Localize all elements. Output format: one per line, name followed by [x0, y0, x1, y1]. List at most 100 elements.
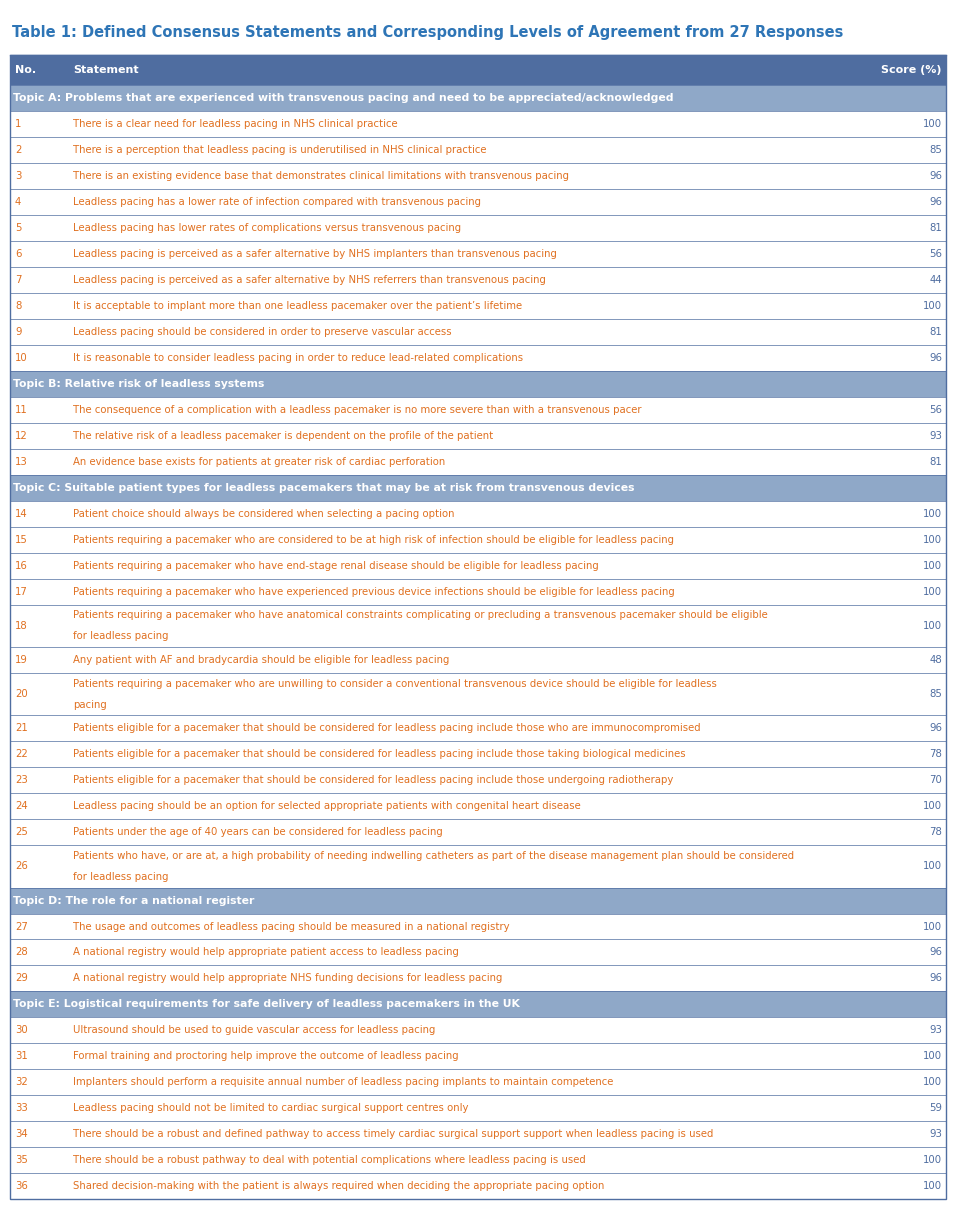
Text: 8: 8 [15, 301, 21, 311]
Text: Patients requiring a pacemaker who are considered to be at high risk of infectio: Patients requiring a pacemaker who are c… [73, 534, 674, 544]
Text: 36: 36 [15, 1181, 28, 1191]
Text: Patients requiring a pacemaker who are unwilling to consider a conventional tran: Patients requiring a pacemaker who are u… [73, 678, 717, 689]
Text: 100: 100 [923, 509, 942, 519]
Text: Patients who have, or are at, a high probability of needing indwelling catheters: Patients who have, or are at, a high pro… [73, 851, 794, 861]
Text: 2: 2 [15, 145, 21, 156]
Text: 100: 100 [923, 534, 942, 544]
Text: 56: 56 [929, 249, 942, 259]
Bar [10, 138, 946, 163]
Bar [10, 1017, 946, 1043]
Text: 100: 100 [923, 561, 942, 571]
Bar [10, 647, 946, 673]
Text: 96: 96 [929, 353, 942, 363]
Bar [10, 845, 946, 887]
Bar [10, 1095, 946, 1121]
Text: 30: 30 [15, 1025, 28, 1035]
Bar [10, 345, 946, 371]
Bar [10, 163, 946, 190]
Text: There should be a robust and defined pathway to access timely cardiac surgical s: There should be a robust and defined pat… [73, 1129, 713, 1139]
Text: 100: 100 [923, 620, 942, 631]
Text: 19: 19 [15, 655, 28, 665]
Text: Patients eligible for a pacemaker that should be considered for leadless pacing : Patients eligible for a pacemaker that s… [73, 775, 673, 786]
Text: 100: 100 [923, 921, 942, 931]
Text: 7: 7 [15, 276, 21, 285]
Text: 26: 26 [15, 861, 28, 872]
Text: 1: 1 [15, 120, 21, 129]
Text: 29: 29 [15, 973, 28, 983]
Bar [10, 553, 946, 579]
Text: 31: 31 [15, 1052, 28, 1062]
Bar [10, 887, 946, 914]
Text: 4: 4 [15, 197, 21, 207]
Bar [10, 423, 946, 449]
Text: 16: 16 [15, 561, 28, 571]
Text: It is reasonable to consider leadless pacing in order to reduce lead-related com: It is reasonable to consider leadless pa… [73, 353, 523, 363]
Bar [10, 1069, 946, 1095]
Bar [10, 741, 946, 768]
Bar [10, 241, 946, 267]
Text: Implanters should perform a requisite annual number of leadless pacing implants : Implanters should perform a requisite an… [73, 1077, 614, 1087]
Text: 34: 34 [15, 1129, 28, 1139]
Bar [10, 397, 946, 423]
Text: Patient choice should always be considered when selecting a pacing option: Patient choice should always be consider… [73, 509, 454, 519]
Text: 27: 27 [15, 921, 28, 931]
Text: 96: 96 [929, 973, 942, 983]
Text: There is a perception that leadless pacing is underutilised in NHS clinical prac: There is a perception that leadless paci… [73, 145, 487, 156]
Text: Patients eligible for a pacemaker that should be considered for leadless pacing : Patients eligible for a pacemaker that s… [73, 723, 701, 734]
Text: 100: 100 [923, 301, 942, 311]
Text: Leadless pacing should be considered in order to preserve vascular access: Leadless pacing should be considered in … [73, 326, 451, 337]
Text: 21: 21 [15, 723, 28, 734]
Text: 11: 11 [15, 405, 28, 415]
Bar [10, 267, 946, 293]
Text: 24: 24 [15, 802, 28, 811]
Bar [10, 579, 946, 604]
Text: 85: 85 [929, 689, 942, 699]
Text: 100: 100 [923, 802, 942, 811]
Text: 9: 9 [15, 326, 21, 337]
Bar [10, 501, 946, 527]
Text: 85: 85 [929, 145, 942, 156]
Text: 100: 100 [923, 1155, 942, 1165]
Bar [10, 991, 946, 1017]
Text: No.: No. [15, 65, 36, 75]
Bar [10, 768, 946, 793]
Text: 81: 81 [929, 457, 942, 467]
Text: 100: 100 [923, 1181, 942, 1191]
Text: Any patient with AF and bradycardia should be eligible for leadless pacing: Any patient with AF and bradycardia shou… [73, 655, 449, 665]
Text: 15: 15 [15, 534, 28, 544]
Bar [10, 190, 946, 215]
Bar [10, 1147, 946, 1173]
Text: A national registry would help appropriate NHS funding decisions for leadless pa: A national registry would help appropria… [73, 973, 502, 983]
Text: The consequence of a complication with a leadless pacemaker is no more severe th: The consequence of a complication with a… [73, 405, 641, 415]
Text: 96: 96 [929, 172, 942, 181]
Text: There is an existing evidence base that demonstrates clinical limitations with t: There is an existing evidence base that … [73, 172, 569, 181]
Text: 56: 56 [929, 405, 942, 415]
Text: 35: 35 [15, 1155, 28, 1165]
Text: 32: 32 [15, 1077, 28, 1087]
Text: Patients requiring a pacemaker who have experienced previous device infections s: Patients requiring a pacemaker who have … [73, 586, 675, 596]
Text: Leadless pacing is perceived as a safer alternative by NHS referrers than transv: Leadless pacing is perceived as a safer … [73, 276, 546, 285]
Text: 48: 48 [929, 655, 942, 665]
Text: 81: 81 [929, 326, 942, 337]
Text: Formal training and proctoring help improve the outcome of leadless pacing: Formal training and proctoring help impr… [73, 1052, 459, 1062]
Text: Topic B: Relative risk of leadless systems: Topic B: Relative risk of leadless syste… [13, 378, 265, 389]
Bar [10, 86, 946, 111]
Bar [10, 111, 946, 138]
Text: 33: 33 [15, 1103, 28, 1113]
Bar [10, 54, 946, 86]
Text: Table 1: Defined Consensus Statements and Corresponding Levels of Agreement from: Table 1: Defined Consensus Statements an… [12, 25, 843, 40]
Text: 100: 100 [923, 1077, 942, 1087]
Text: 12: 12 [15, 430, 28, 441]
Text: 100: 100 [923, 586, 942, 596]
Text: Leadless pacing should be an option for selected appropriate patients with conge: Leadless pacing should be an option for … [73, 802, 580, 811]
Text: 81: 81 [929, 224, 942, 233]
Text: 96: 96 [929, 723, 942, 734]
Text: Patients eligible for a pacemaker that should be considered for leadless pacing : Patients eligible for a pacemaker that s… [73, 750, 685, 759]
Text: 18: 18 [15, 620, 28, 631]
Text: 100: 100 [923, 1052, 942, 1062]
Text: There is a clear need for leadless pacing in NHS clinical practice: There is a clear need for leadless pacin… [73, 120, 398, 129]
Text: Ultrasound should be used to guide vascular access for leadless pacing: Ultrasound should be used to guide vascu… [73, 1025, 435, 1035]
Text: 100: 100 [923, 120, 942, 129]
Text: pacing: pacing [73, 700, 107, 710]
Text: The relative risk of a leadless pacemaker is dependent on the profile of the pat: The relative risk of a leadless pacemake… [73, 430, 493, 441]
